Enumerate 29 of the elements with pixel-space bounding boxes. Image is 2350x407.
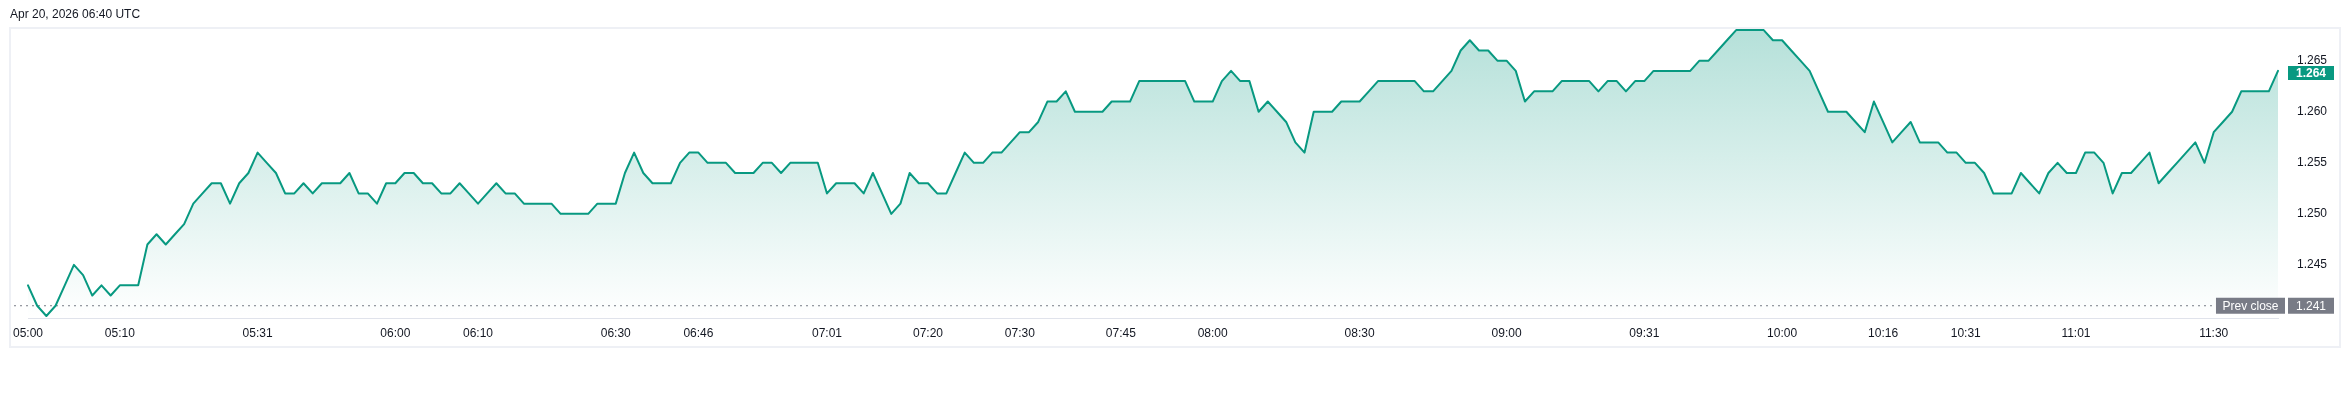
y-tick-label: 1.260 <box>2297 104 2328 119</box>
x-tick-label: 09:31 <box>1629 325 1660 340</box>
x-tick-label: 05:10 <box>104 325 136 340</box>
x-tick-label: 06:30 <box>600 325 632 340</box>
x-tick-label: 08:30 <box>1344 325 1375 340</box>
y-tick-label: 1.255 <box>2297 155 2328 170</box>
x-tick-label: 06:10 <box>462 325 494 340</box>
x-tick-label: 05:00 <box>12 325 44 340</box>
x-tick-label: 05:31 <box>242 325 273 340</box>
y-tick-label: 1.245 <box>2297 257 2328 272</box>
data-label: 1.264 <box>2295 65 2327 80</box>
x-tick-label: 06:46 <box>683 325 714 340</box>
x-tick-label: 07:01 <box>811 325 843 340</box>
x-tick-label: 10:00 <box>1767 325 1798 340</box>
text: 1.241 <box>2295 298 2327 313</box>
x-tick-label: 11:30 <box>2199 325 2229 340</box>
x-tick-label: 07:20 <box>912 325 944 340</box>
x-tick-label: 08:00 <box>1197 325 1229 340</box>
x-tick-label: 07:30 <box>1004 325 1036 340</box>
x-tick-label: 10:16 <box>1868 325 1899 340</box>
chart-title: Apr 20, 2026 06:40 UTC <box>10 7 141 22</box>
x-tick-label: 07:45 <box>1105 325 1137 340</box>
x-tick-label: 10:31 <box>1950 325 1982 340</box>
x-tick-label: 11:01 <box>2061 325 2091 340</box>
x-tick-label: 06:00 <box>380 325 411 340</box>
y-tick-label: 1.265 <box>2297 53 2328 68</box>
y-tick-label: 1.250 <box>2297 206 2328 221</box>
x-tick-label: 09:00 <box>1491 325 1522 340</box>
ref-line-label: Prev close <box>2222 298 2279 313</box>
